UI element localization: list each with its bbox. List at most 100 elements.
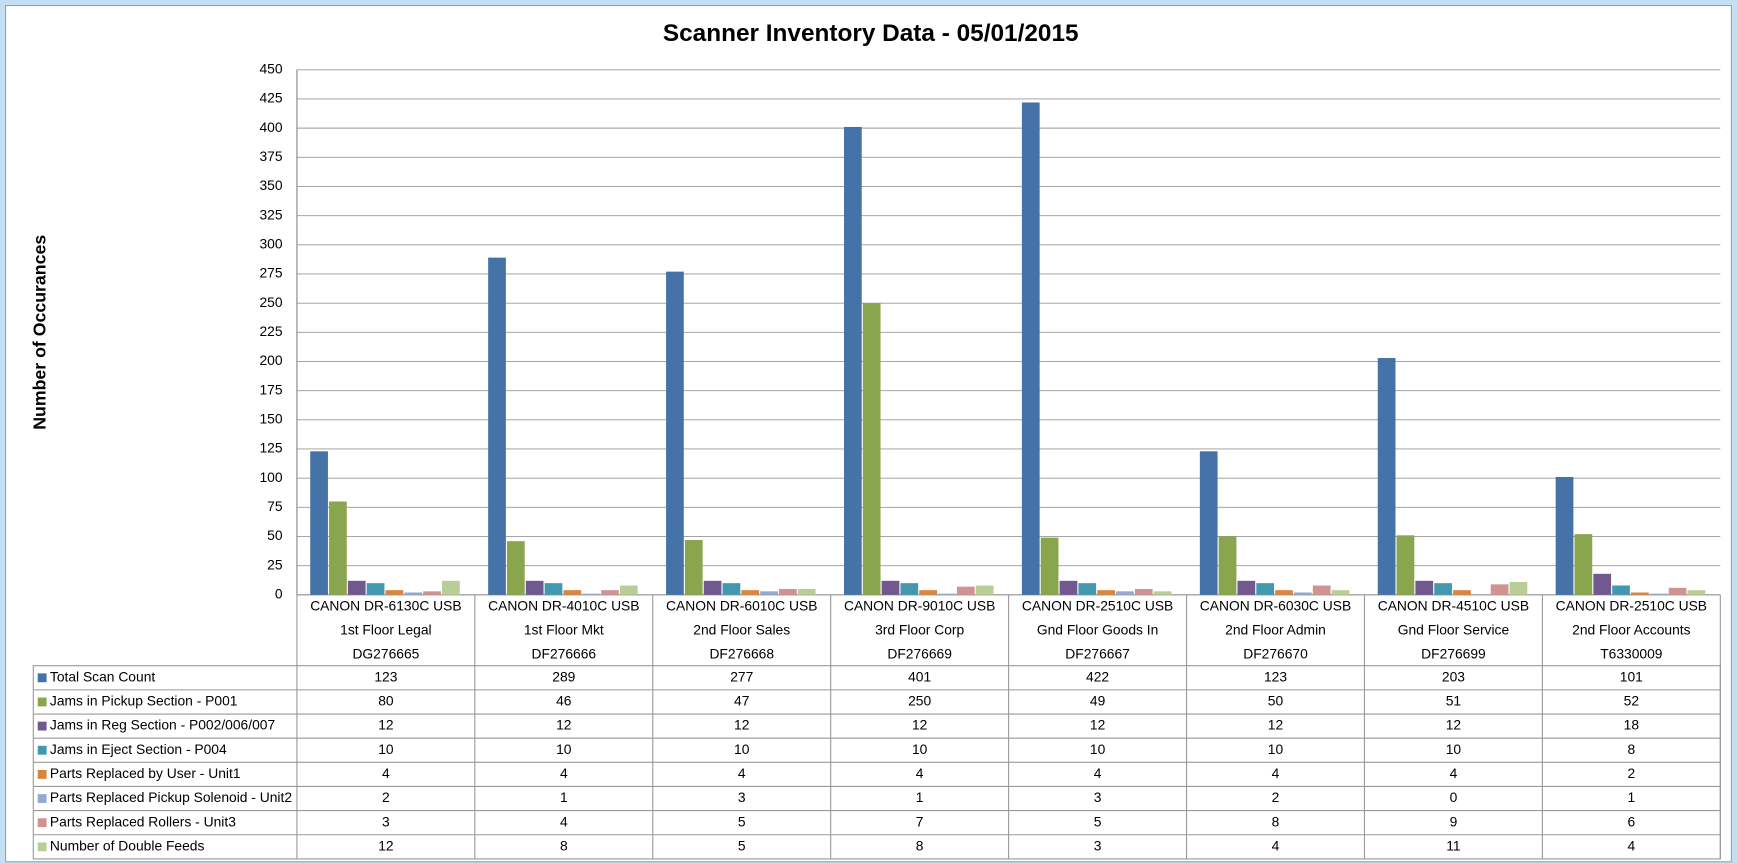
bar <box>1021 102 1040 595</box>
bar <box>525 580 544 595</box>
legend-swatch <box>37 842 47 852</box>
table-value: 123 <box>374 668 397 684</box>
bar <box>1097 590 1115 595</box>
table-value: 12 <box>734 717 749 733</box>
legend-label: Jams in Eject Section - P004 <box>50 741 227 757</box>
table-value: 123 <box>1264 668 1287 684</box>
x-tick-label: CANON DR-6030C USB <box>1200 598 1351 614</box>
bar <box>1059 580 1078 595</box>
legend-swatch <box>37 745 47 755</box>
table-value: 4 <box>738 765 746 781</box>
bar <box>1396 535 1415 595</box>
table-value: 2 <box>1272 789 1280 805</box>
table-value: 8 <box>1272 813 1280 829</box>
x-tick-label: CANON DR-4010C USB <box>488 598 639 614</box>
y-tick-label: 225 <box>259 323 282 339</box>
table-value: 203 <box>1442 668 1465 684</box>
bar <box>442 580 460 595</box>
table-value: 2 <box>382 789 390 805</box>
bar <box>601 590 619 595</box>
legend-label: Total Scan Count <box>50 668 155 684</box>
y-tick-label: 400 <box>259 119 282 135</box>
y-tick-label: 100 <box>259 469 282 485</box>
x-tick-label: CANON DR-9010C USB <box>844 598 995 614</box>
table-value: 12 <box>912 717 927 733</box>
y-tick-label: 300 <box>259 235 282 251</box>
bar <box>843 126 862 595</box>
bar <box>881 580 900 595</box>
table-value: 6 <box>1628 813 1636 829</box>
bar <box>1040 537 1059 595</box>
y-tick-label: 75 <box>267 498 283 514</box>
x-tick-label: CANON DR-2510C USB <box>1022 598 1173 614</box>
bar <box>684 539 703 595</box>
bar <box>506 541 525 595</box>
table-value: 3 <box>738 789 746 805</box>
bar <box>666 271 684 595</box>
bar <box>619 585 638 595</box>
table-value: 3 <box>1094 837 1102 853</box>
bar <box>582 593 601 595</box>
bar <box>1293 592 1312 595</box>
bar <box>919 590 938 595</box>
table-value: 11 <box>1446 837 1461 853</box>
table-value: 4 <box>1272 837 1280 853</box>
table-value: 80 <box>378 693 394 709</box>
bar <box>1237 580 1256 595</box>
bar <box>779 588 797 595</box>
x-tick-label: 1st Floor Mkt <box>524 621 604 637</box>
chart-title: Scanner Inventory Data - 05/01/2015 <box>663 20 1079 47</box>
table-value: 250 <box>908 693 931 709</box>
x-tick-label: 1st Floor Legal <box>340 621 431 637</box>
bar <box>310 451 328 595</box>
bar <box>900 583 919 595</box>
bar <box>1668 587 1687 595</box>
bar <box>329 501 347 595</box>
y-tick-label: 25 <box>267 556 283 572</box>
table-value: 10 <box>912 741 928 757</box>
x-tick-label: T6330009 <box>1600 645 1663 661</box>
bar <box>1256 583 1275 595</box>
x-tick-label: 3rd Floor Corp <box>875 621 964 637</box>
x-tick-label: CANON DR-2510C USB <box>1556 598 1707 614</box>
bar <box>404 592 423 595</box>
table-value: 0 <box>1450 789 1458 805</box>
y-tick-label: 375 <box>259 148 282 164</box>
legend-label: Parts Replaced Pickup Solenoid - Unit2 <box>50 789 292 805</box>
bar <box>1331 590 1350 595</box>
y-tick-label: 175 <box>259 381 282 397</box>
table-value: 12 <box>1268 717 1283 733</box>
table-value: 5 <box>738 813 746 829</box>
bar <box>722 583 741 595</box>
bar <box>544 583 563 595</box>
table-value: 46 <box>556 693 572 709</box>
bar <box>488 257 506 595</box>
table-value: 12 <box>1446 717 1461 733</box>
table-value: 277 <box>730 668 753 684</box>
x-tick-label: DF276670 <box>1243 645 1308 661</box>
table-value: 10 <box>734 741 750 757</box>
x-tick-label: Gnd Floor Service <box>1398 621 1510 637</box>
bar <box>423 591 441 595</box>
bar <box>1434 583 1452 595</box>
bar <box>1199 451 1218 595</box>
bar <box>1134 588 1153 595</box>
bar <box>797 588 816 595</box>
table-value: 5 <box>1094 813 1102 829</box>
y-tick-label: 325 <box>259 206 282 222</box>
table-value: 10 <box>1090 741 1106 757</box>
table-value: 12 <box>378 837 393 853</box>
table-value: 4 <box>560 765 568 781</box>
bar <box>975 585 994 595</box>
bar <box>1377 357 1396 595</box>
table-value: 4 <box>1628 837 1636 853</box>
y-tick-label: 350 <box>259 177 282 193</box>
legend-label: Number of Double Feeds <box>50 837 205 853</box>
legend-swatch <box>37 673 47 683</box>
y-tick-label: 450 <box>259 60 282 76</box>
table-value: 101 <box>1620 668 1643 684</box>
y-tick-label: 50 <box>267 527 283 543</box>
table-value: 47 <box>734 693 749 709</box>
table-value: 4 <box>916 765 924 781</box>
